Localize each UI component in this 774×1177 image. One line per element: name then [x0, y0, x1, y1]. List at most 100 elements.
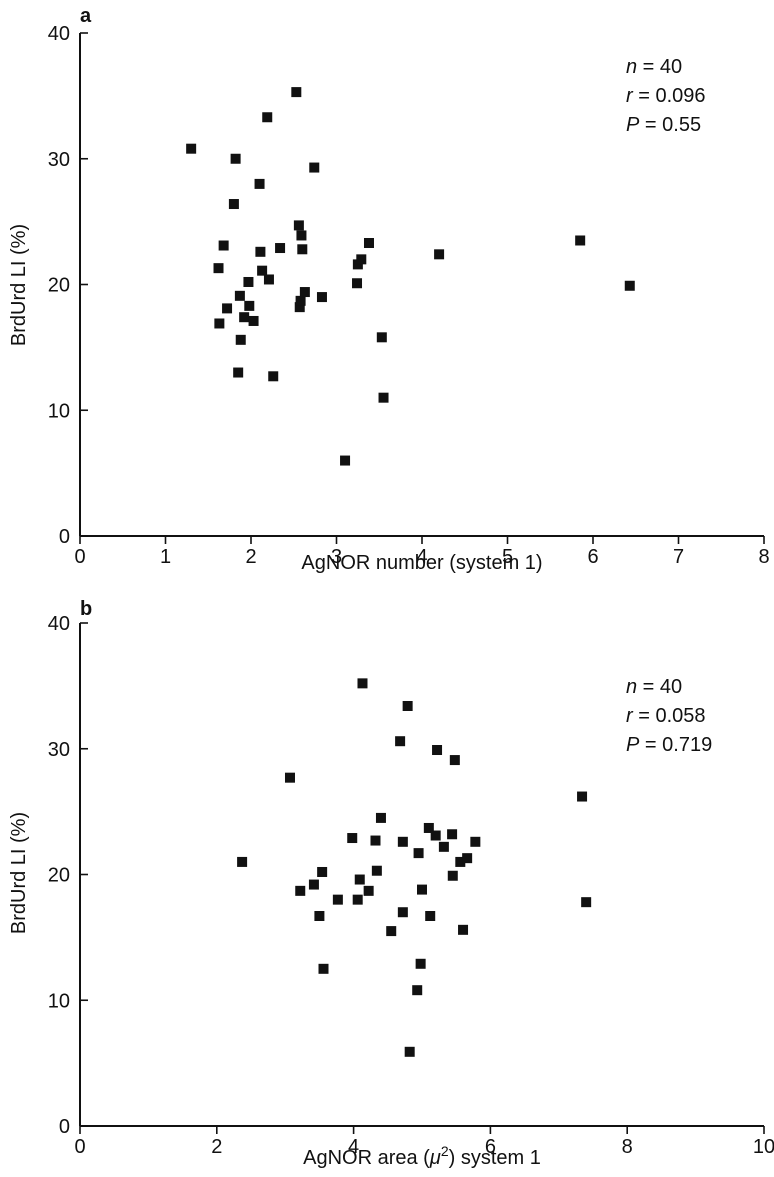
- panel-b-data-point: [395, 736, 406, 747]
- panel-b-data-point: [237, 856, 248, 867]
- panel-a-data-point: [356, 254, 367, 265]
- panel-b-data-point: [363, 885, 374, 896]
- panel-b-x-label: AgNOR area (μ2) system 1: [303, 1143, 541, 1169]
- panel-a-data-point: [363, 238, 374, 249]
- panel-a-data-point: [228, 199, 239, 210]
- panel-b-data-point: [354, 874, 365, 885]
- panel-a-data-point: [218, 240, 229, 251]
- panel-b-data-point: [462, 853, 473, 864]
- panel-b-x-tick-label: 4: [348, 1136, 359, 1158]
- panel-b-data-point: [425, 910, 436, 921]
- panel-a-data-point: [275, 243, 286, 254]
- panel-b-data-point: [423, 822, 434, 833]
- panel-a-x-ticks: 0 1 2 3 4 5 6 7 8: [74, 536, 770, 568]
- panel-b-data-point: [447, 870, 458, 881]
- panel-b-data-point: [458, 924, 469, 935]
- panel-a-scatter: a 0 1 2 3 4 5 6 7 8 0 10 20 30 40 AgNOR number (syst…: [8, 5, 770, 574]
- panel-b-data-point: [352, 894, 363, 905]
- panel-a-data-point: [186, 143, 197, 154]
- panel-b-stat-n: n = 40: [626, 676, 682, 698]
- panel-a-data-point: [378, 392, 389, 403]
- panel-a-x-tick-label: 8: [758, 546, 769, 568]
- panel-a-data-point: [243, 276, 254, 287]
- panel-b-data-point: [412, 985, 423, 996]
- panel-b-points: [237, 678, 592, 1057]
- panel-b-data-point: [581, 897, 592, 908]
- panel-a-y-tick-label: 0: [59, 526, 70, 548]
- panel-b-data-point: [397, 907, 408, 918]
- panel-b-data-point: [438, 841, 449, 852]
- panel-a-data-point: [244, 300, 255, 311]
- panel-a-data-point: [297, 244, 308, 255]
- panel-b-data-point: [397, 836, 408, 847]
- panel-a-data-point: [213, 263, 224, 274]
- panel-a-data-point: [235, 334, 246, 345]
- panel-b-y-tick-label: 20: [48, 865, 70, 887]
- panel-a-data-point: [352, 278, 363, 289]
- panel-a-data-point: [293, 220, 304, 231]
- panel-b-y-tick-label: 10: [48, 990, 70, 1012]
- panel-a-data-point: [376, 332, 387, 343]
- panel-a-data-point: [255, 246, 266, 257]
- panel-a-data-point: [262, 112, 273, 123]
- panel-b-data-point: [415, 958, 426, 969]
- panel-b-data-point: [577, 791, 588, 802]
- panel-b-data-point: [413, 848, 424, 859]
- panel-a-data-point: [340, 455, 351, 466]
- panel-b-stat-r: r = 0.058: [626, 705, 706, 727]
- panel-b-data-point: [314, 910, 325, 921]
- panel-a-x-tick-label: 2: [245, 546, 256, 568]
- panel-b-y-ticks: 0 10 20 30 40: [48, 613, 88, 1138]
- panel-b-data-point: [386, 926, 397, 937]
- panel-a-data-point: [624, 280, 635, 291]
- panel-a-x-tick-label: 6: [587, 546, 598, 568]
- panel-b-x-tick-label: 2: [211, 1136, 222, 1158]
- panel-b-data-point: [447, 829, 458, 840]
- panel-a-data-point: [214, 318, 225, 329]
- panel-a-data-point: [248, 315, 259, 326]
- panel-b-stats: n = 40 r = 0.058 P = 0.719: [626, 676, 712, 756]
- panel-a-stat-n: n = 40: [626, 56, 682, 78]
- panel-a-data-point: [575, 235, 586, 246]
- panel-b-y-tick-label: 30: [48, 739, 70, 761]
- panel-a-stats: n = 40 r = 0.096 P = 0.55: [626, 56, 706, 136]
- panel-b-data-point: [404, 1046, 415, 1057]
- panel-b-data-point: [432, 745, 443, 756]
- panel-a-data-point: [291, 87, 302, 98]
- panel-a-data-point: [309, 162, 320, 173]
- panel-a-y-label: BrdUrd LI (%): [8, 224, 30, 346]
- panel-b-data-point: [449, 755, 460, 766]
- panel-b-data-point: [455, 856, 466, 867]
- panel-a-data-point: [296, 230, 307, 241]
- panel-b-y-tick-label: 40: [48, 613, 70, 635]
- panel-a-x-tick-label: 0: [74, 546, 85, 568]
- panel-b-data-point: [470, 836, 481, 847]
- panel-b-data-point: [318, 963, 329, 974]
- panel-a-data-point: [352, 259, 363, 270]
- panel-b-data-point: [357, 678, 368, 689]
- panel-b-letter: b: [80, 598, 92, 620]
- panel-b-data-point: [332, 894, 343, 905]
- panel-a-x-tick-label: 1: [160, 546, 171, 568]
- panel-b-x-tick-label: 6: [485, 1136, 496, 1158]
- panel-a-x-tick-label: 7: [673, 546, 684, 568]
- panel-a-data-point: [230, 153, 241, 164]
- panel-b-x-tick-label: 8: [622, 1136, 633, 1158]
- panel-a-data-point: [299, 287, 310, 298]
- panel-b-y-label: BrdUrd LI (%): [8, 812, 30, 934]
- panel-a-x-label: AgNOR number (system 1): [301, 552, 542, 574]
- panel-a-stat-r: r = 0.096: [626, 85, 706, 107]
- panel-b-y-tick-label: 0: [59, 1116, 70, 1138]
- panel-a-data-point: [233, 367, 244, 378]
- panel-a-stat-p: P = 0.55: [626, 114, 701, 136]
- panel-b-x-tick-label: 0: [74, 1136, 85, 1158]
- panel-a-data-point: [234, 290, 245, 301]
- panel-b-data-point: [417, 884, 427, 895]
- panel-a-x-tick-label: 4: [416, 546, 427, 568]
- panel-a-data-point: [257, 265, 268, 276]
- panel-a-y-tick-label: 10: [48, 400, 70, 422]
- panel-a-y-tick-label: 20: [48, 275, 70, 297]
- panel-a-data-point: [295, 295, 306, 306]
- panel-a-x-tick-label: 3: [331, 546, 342, 568]
